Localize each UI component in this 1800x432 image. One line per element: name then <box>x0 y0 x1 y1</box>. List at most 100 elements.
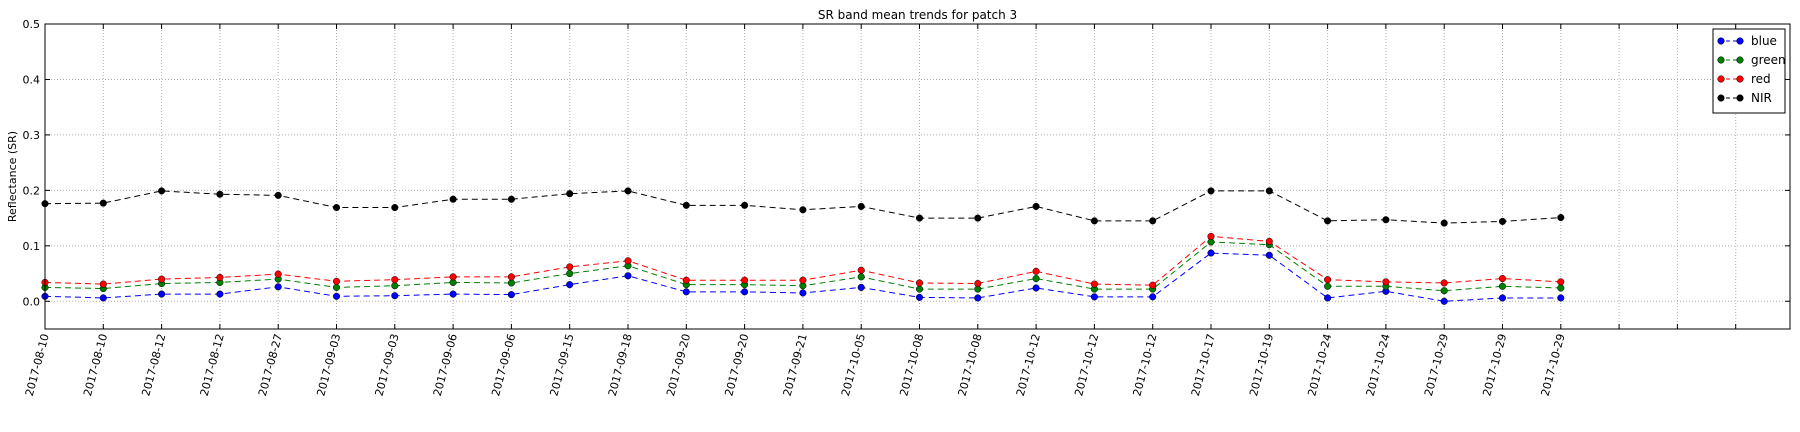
data-point <box>799 289 807 297</box>
data-point <box>974 294 982 302</box>
data-point <box>158 187 166 195</box>
data-point <box>1149 293 1157 301</box>
y-tick-label: 0.1 <box>23 240 41 253</box>
legend-item-red: red <box>1717 72 1771 86</box>
x-tick-label: 2017-10-29 <box>1480 332 1509 397</box>
data-point <box>1265 251 1273 259</box>
data-point <box>449 195 457 203</box>
legend-marker <box>1717 94 1725 102</box>
data-point <box>566 281 574 289</box>
data-point <box>799 206 807 214</box>
data-point <box>1032 284 1040 292</box>
data-point <box>915 293 924 301</box>
data-point <box>799 276 807 284</box>
data-point <box>1032 274 1040 283</box>
data-point <box>1032 202 1040 210</box>
legend-label: NIR <box>1751 91 1772 105</box>
data-point <box>1324 282 1332 290</box>
x-tick-label: 2017-09-06 <box>431 332 460 397</box>
data-point <box>915 279 924 287</box>
data-point <box>1440 287 1448 295</box>
x-tick-label: 2017-09-03 <box>373 332 402 397</box>
x-tick-label: 2017-10-17 <box>1189 332 1218 397</box>
legend-item-nir: NIR <box>1717 91 1772 105</box>
data-point <box>566 269 574 278</box>
data-point <box>1090 217 1098 225</box>
legend-marker <box>1736 75 1744 83</box>
legend-marker <box>1736 94 1744 102</box>
data-point <box>741 201 749 209</box>
data-point <box>624 257 632 265</box>
data-point <box>1324 217 1332 225</box>
data-point <box>507 195 515 203</box>
data-point <box>99 280 107 288</box>
data-point <box>682 276 690 284</box>
legend-marker <box>1717 56 1725 64</box>
data-point <box>1207 187 1215 195</box>
series-blue <box>41 249 1565 305</box>
data-point <box>216 190 224 198</box>
x-tick-label: 2017-10-19 <box>1247 332 1276 397</box>
data-point <box>624 272 632 280</box>
data-point <box>1324 294 1332 302</box>
data-point <box>1382 216 1390 224</box>
data-point <box>1557 284 1565 292</box>
x-tick-label: 2017-10-08 <box>956 332 985 397</box>
legend-label: green <box>1751 53 1786 67</box>
legend: blue green red NIR <box>1712 28 1786 114</box>
data-point <box>624 187 632 195</box>
x-tick-label: 2017-10-29 <box>1422 332 1451 397</box>
x-tick-label: 2017-09-20 <box>722 332 751 397</box>
series-layer <box>41 187 1565 305</box>
data-point <box>274 270 282 278</box>
data-point <box>99 294 107 302</box>
data-point <box>682 288 690 296</box>
data-point <box>1265 237 1273 245</box>
data-point <box>1207 249 1215 257</box>
x-axis: 2017-08-10 2017-08-10 2017-08-12 2017-08-12… <box>23 24 1737 398</box>
x-tick-label: 2017-10-12 <box>1014 332 1043 397</box>
data-point <box>974 214 982 222</box>
data-point <box>1324 276 1332 284</box>
x-tick-label: 2017-10-12 <box>1130 332 1159 397</box>
data-point <box>741 276 749 284</box>
x-tick-label: 2017-10-24 <box>1305 332 1334 397</box>
y-tick-label: 0.3 <box>23 129 41 142</box>
x-tick-label: 2017-10-12 <box>1072 332 1101 397</box>
y-axis: 0.0 0.1 0.2 0.3 0.4 0.5 <box>23 18 1790 308</box>
data-point <box>391 282 399 290</box>
legend-marker <box>1717 37 1725 45</box>
data-point <box>1557 294 1565 302</box>
data-point <box>1498 274 1507 283</box>
data-point <box>1090 293 1098 301</box>
data-point <box>566 190 574 198</box>
data-point <box>216 273 224 281</box>
data-point <box>216 290 224 298</box>
y-tick-label: 0.4 <box>23 73 41 86</box>
y-tick-label: 0.2 <box>23 184 41 197</box>
data-point <box>566 263 574 271</box>
data-point <box>1440 279 1448 287</box>
series-red <box>41 232 1565 289</box>
data-point <box>1498 217 1507 225</box>
data-point <box>1440 219 1448 227</box>
data-point <box>274 283 282 291</box>
legend-label: red <box>1751 72 1771 86</box>
legend-item-blue: blue <box>1717 34 1777 48</box>
data-point <box>449 273 457 281</box>
data-point <box>857 273 865 281</box>
x-tick-label: 2017-09-21 <box>781 332 810 397</box>
data-point <box>1557 213 1565 222</box>
data-point <box>857 283 865 291</box>
x-tick-label: 2017-09-18 <box>606 332 635 397</box>
x-tick-label: 2017-09-03 <box>314 332 343 397</box>
data-point <box>974 279 982 288</box>
x-tick-label: 2017-08-10 <box>81 332 110 397</box>
x-tick-label: 2017-09-15 <box>547 332 576 397</box>
data-point <box>332 204 341 212</box>
y-axis-label: Reflectance (SR) <box>6 131 19 222</box>
x-tick-label: 2017-08-27 <box>256 332 285 397</box>
y-tick-label: 0.5 <box>23 18 41 31</box>
data-point <box>1557 278 1565 286</box>
